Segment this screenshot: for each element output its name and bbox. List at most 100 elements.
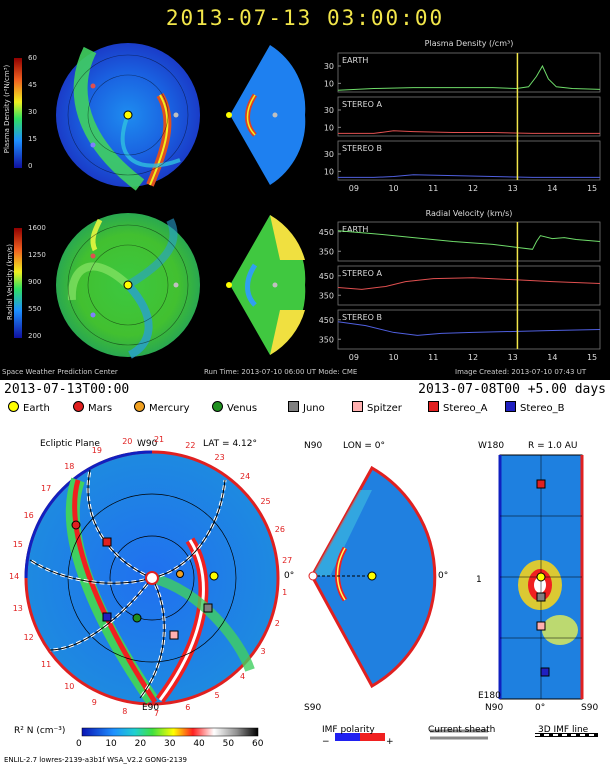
y-tick-label: 30 xyxy=(324,62,334,71)
series-line xyxy=(337,321,601,336)
panel-frame xyxy=(337,140,601,181)
longitude-tick: 1 xyxy=(282,587,288,597)
panel-name: STEREO A xyxy=(342,100,382,109)
imf-minus-label: − xyxy=(322,737,330,747)
panel-name: STEREO B xyxy=(342,144,382,153)
velocity-tick-1: 1250 xyxy=(28,251,46,259)
legend-label: Mercury xyxy=(149,403,190,414)
legend-item: Mercury xyxy=(134,401,190,414)
longitude-tick: 21 xyxy=(153,435,165,445)
imf-plus-label: + xyxy=(386,737,394,747)
y-tick-label: 450 xyxy=(319,272,334,281)
x-tick-label: 12 xyxy=(468,353,478,362)
velocity-colorbar-label: Radial Velocity (km/s) xyxy=(6,244,14,320)
longitude-tick: 27 xyxy=(282,556,293,566)
longitude-tick: 9 xyxy=(91,697,97,707)
x-tick-label: 13 xyxy=(508,353,518,362)
density-tick-1: 45 xyxy=(28,81,37,89)
density-colorbar-label: Plasma Density (r²N/cm³) xyxy=(3,64,11,154)
longitude-tick: 15 xyxy=(12,540,23,550)
longitude-tick: 20 xyxy=(122,437,133,447)
meridional-s90: S90 xyxy=(304,703,322,713)
radial-e180: E180 xyxy=(478,691,501,701)
meridional-zero: 0° xyxy=(438,571,449,581)
series-line xyxy=(337,230,601,250)
chart-title: Radial Velocity (km/s) xyxy=(426,209,513,218)
circle-marker-icon xyxy=(73,401,84,412)
panel-name: STEREO A xyxy=(342,269,382,278)
legend-item: Venus xyxy=(212,401,257,414)
colorbar-tick: 10 xyxy=(105,739,117,749)
imf-negative-swatch xyxy=(335,733,360,741)
legend-item: Mars xyxy=(73,401,112,414)
panel-frame xyxy=(337,265,601,306)
panel-name: EARTH xyxy=(342,225,368,234)
square-marker-icon xyxy=(505,401,516,412)
footer-runtime: Run Time: 2013-07-10 06:00 UT Mode: CME xyxy=(204,368,358,376)
legend-label: Stereo_A xyxy=(443,403,488,414)
y-tick-label: 10 xyxy=(324,167,334,176)
longitude-tick: 7 xyxy=(153,708,160,718)
radial-s90: S90 xyxy=(581,703,599,713)
legend-label: Venus xyxy=(227,403,258,414)
legend-label: Stereo_B xyxy=(520,403,565,414)
legend-item: Juno xyxy=(288,401,325,414)
square-marker-icon xyxy=(428,401,439,412)
x-tick-label: 14 xyxy=(547,184,557,193)
longitude-tick: 6 xyxy=(185,703,191,713)
legend-item: Stereo_B xyxy=(505,401,564,414)
w90-label: W90 xyxy=(137,439,158,449)
legend-label: Juno xyxy=(303,403,325,414)
y-tick-label: 450 xyxy=(319,228,334,237)
enlil-model-images: Plasma Density (/cm³) EARTH 10 30 STEREO A 10… xyxy=(14,39,601,362)
colorbar-tick: 50 xyxy=(222,739,235,749)
bottom-date-left: 2013-07-13T00:00 xyxy=(4,382,130,397)
colorbar-tick: 30 xyxy=(164,739,176,749)
legend-item: Spitzer xyxy=(352,401,402,414)
legend-label: Earth xyxy=(23,403,50,414)
enlil-plots xyxy=(24,450,598,741)
legend-label: Spitzer xyxy=(367,403,402,414)
velocity-tick-0: 1600 xyxy=(28,224,46,232)
meridional-plane-plot xyxy=(308,465,437,689)
longitude-tick: 2 xyxy=(274,618,280,628)
velocity-colorbar xyxy=(14,228,22,338)
radial-one: 1 xyxy=(476,575,482,585)
density-colorbar-horizontal xyxy=(81,727,259,737)
chart-title: Plasma Density (/cm³) xyxy=(425,39,514,48)
longitude-tick: 4 xyxy=(240,671,246,681)
y-tick-label: 350 xyxy=(319,291,334,300)
square-marker-icon xyxy=(288,401,299,412)
footer-image-created: Image Created: 2013-07-10 07:43 UT xyxy=(455,368,587,376)
x-tick-label: 09 xyxy=(349,353,359,362)
density-tick-3: 15 xyxy=(28,135,37,143)
radial-n90: N90 xyxy=(485,703,504,713)
model-version-footer: ENLIL-2.7 lowres-2139-a3b1f WSA_V2.2 GON… xyxy=(4,756,187,764)
longitude-tick: 19 xyxy=(91,446,102,456)
longitude-tick: 14 xyxy=(9,572,20,581)
series-line xyxy=(338,130,600,134)
density-tick-2: 30 xyxy=(28,108,37,116)
x-tick-label: 12 xyxy=(468,184,478,193)
x-tick-label: 11 xyxy=(428,353,438,362)
y-tick-label: 30 xyxy=(324,106,334,115)
x-tick-label: 15 xyxy=(587,353,597,362)
square-marker-icon xyxy=(352,401,363,412)
radial-r-label: R = 1.0 AU xyxy=(528,441,578,451)
longitude-tick: 17 xyxy=(41,483,52,493)
velocity-ecliptic-plot xyxy=(56,213,200,359)
series-line xyxy=(338,174,600,178)
footer-swpc: Space Weather Prediction Center xyxy=(2,368,118,376)
panel-frame xyxy=(337,52,601,93)
density-ecliptic-plot xyxy=(56,43,200,191)
longitude-tick: 10 xyxy=(64,681,75,691)
longitude-tick: 22 xyxy=(185,440,196,450)
y-tick-label: 30 xyxy=(324,150,334,159)
radial-w180: W180 xyxy=(478,441,505,451)
panel-name: EARTH xyxy=(342,56,368,65)
radial-slice-plot xyxy=(498,454,584,700)
lat-label: LAT = 4.12° xyxy=(203,439,257,449)
imf-positive-swatch xyxy=(360,733,385,741)
series-line xyxy=(337,277,601,290)
x-tick-label: 09 xyxy=(349,184,359,193)
